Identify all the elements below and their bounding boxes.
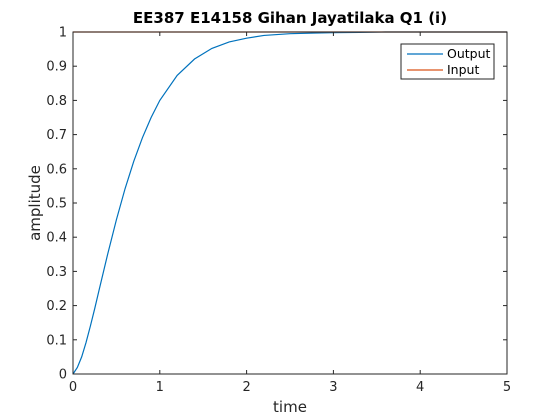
plot-area: 0 1 2 3 4 5 0 0.1 0.2 0.3 0.4 0.5 0.6 0.7 0.8 0.9 1 (46, 26, 511, 396)
x-tick-label: 0 (69, 380, 77, 395)
legend: Output Input (400, 43, 495, 80)
x-tick-label: 1 (156, 380, 164, 395)
y-tick-label: 0.2 (46, 299, 67, 314)
y-tick-label: 0.6 (46, 162, 67, 177)
legend-box (400, 43, 495, 80)
y-tick-label: 1 (59, 26, 67, 41)
legend-label-input: Input (447, 62, 479, 77)
y-tick-label: 0.3 (46, 265, 67, 280)
y-axis-label: amplitude (26, 165, 44, 241)
y-tick-label: 0.9 (46, 60, 67, 75)
x-tick-label: 4 (416, 380, 424, 395)
x-axis-label: time (273, 398, 307, 416)
y-tick-label: 0.8 (46, 94, 67, 109)
y-tick-label: 0.4 (46, 231, 67, 246)
x-tick-label: 2 (242, 380, 250, 395)
tick-layer: 0 1 2 3 4 5 0 0.1 0.2 0.3 0.4 0.5 0.6 0.7 0.8 0.9 1 (46, 26, 511, 396)
y-tick-label: 0 (59, 368, 67, 383)
axes-background (73, 32, 507, 374)
y-tick-label: 0.1 (46, 333, 67, 348)
y-tick-label: 0.7 (46, 128, 67, 143)
x-tick-label: 5 (503, 380, 511, 395)
legend-label-output: Output (447, 46, 491, 61)
y-tick-label: 0.5 (46, 197, 67, 212)
x-tick-label: 3 (329, 380, 337, 395)
chart-title: EE387 E14158 Gihan Jayatilaka Q1 (i) (133, 9, 447, 27)
